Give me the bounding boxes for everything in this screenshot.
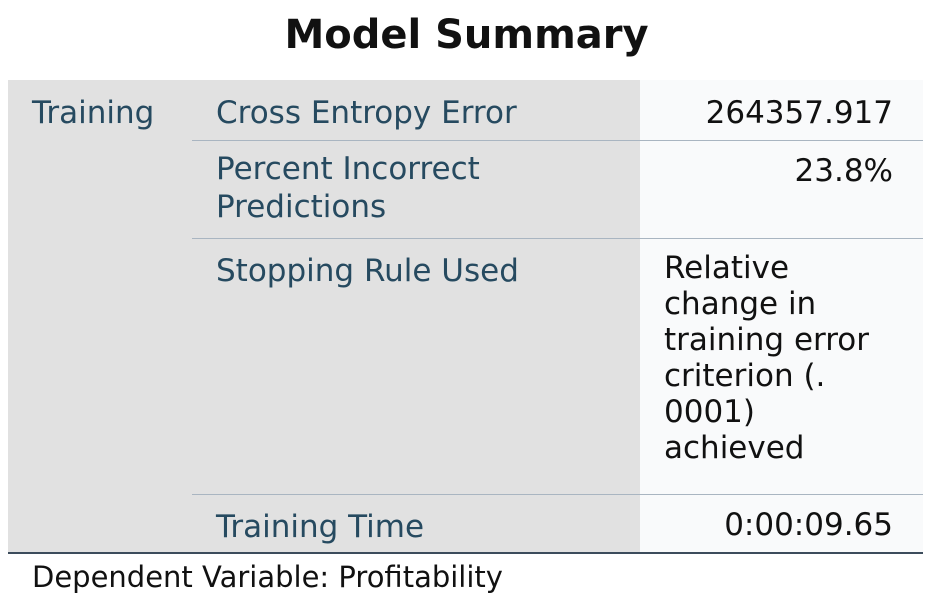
- stopping-rule-value: Relative change in training error criter…: [664, 250, 869, 466]
- training-time-value: 0:00:09.65: [724, 507, 893, 543]
- table-footnote: Dependent Variable: Profitability: [32, 560, 503, 594]
- group-label-training: Training: [32, 95, 155, 131]
- row-divider: [192, 238, 923, 239]
- percent-incorrect-value: 23.8%: [794, 153, 893, 189]
- row-divider: [192, 140, 923, 141]
- value-column: 264357.917 23.8% Relative change in trai…: [640, 80, 923, 552]
- row-label-cross-entropy-error: Cross Entropy Error: [216, 95, 517, 131]
- row-divider: [192, 494, 923, 495]
- row-label-percent-incorrect: Percent Incorrect Predictions: [216, 151, 480, 225]
- cross-entropy-error-value: 264357.917: [705, 95, 893, 131]
- table-title: Model Summary: [284, 12, 649, 58]
- model-summary-table: 264357.917 23.8% Relative change in trai…: [8, 80, 923, 554]
- row-label-training-time: Training Time: [216, 509, 425, 545]
- row-label-stopping-rule: Stopping Rule Used: [216, 253, 519, 289]
